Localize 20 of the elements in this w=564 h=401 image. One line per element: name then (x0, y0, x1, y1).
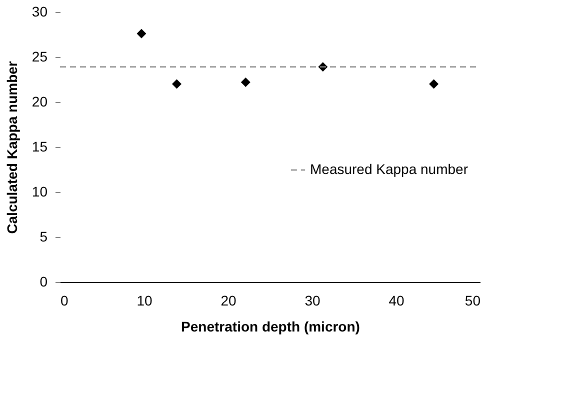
y-tick-label: 15 (32, 138, 48, 154)
x-tick-label: 50 (464, 292, 481, 308)
point (136, 28, 146, 38)
point (429, 79, 439, 89)
x-tick-label: 0 (60, 292, 68, 308)
x-tick-label: 20 (220, 292, 236, 308)
x-tick-label: 30 (304, 292, 320, 308)
y-tick-label: 30 (32, 4, 48, 20)
y-tick-label: 0 (40, 274, 48, 290)
y-tick-label: 20 (32, 94, 48, 110)
x-axis-title: Penetration depth (micron) (181, 318, 360, 334)
x-tick-label: 10 (136, 292, 152, 308)
y-tick-label: 10 (32, 184, 48, 200)
y-tick-label: 25 (32, 48, 48, 64)
legend-label: Measured Kappa number (310, 161, 468, 177)
y-tick-label: 5 (40, 228, 48, 244)
point (172, 79, 182, 89)
x-tick-label: 40 (388, 292, 404, 308)
point (240, 77, 250, 87)
y-axis-title: Calculated Kappa number (4, 60, 20, 234)
